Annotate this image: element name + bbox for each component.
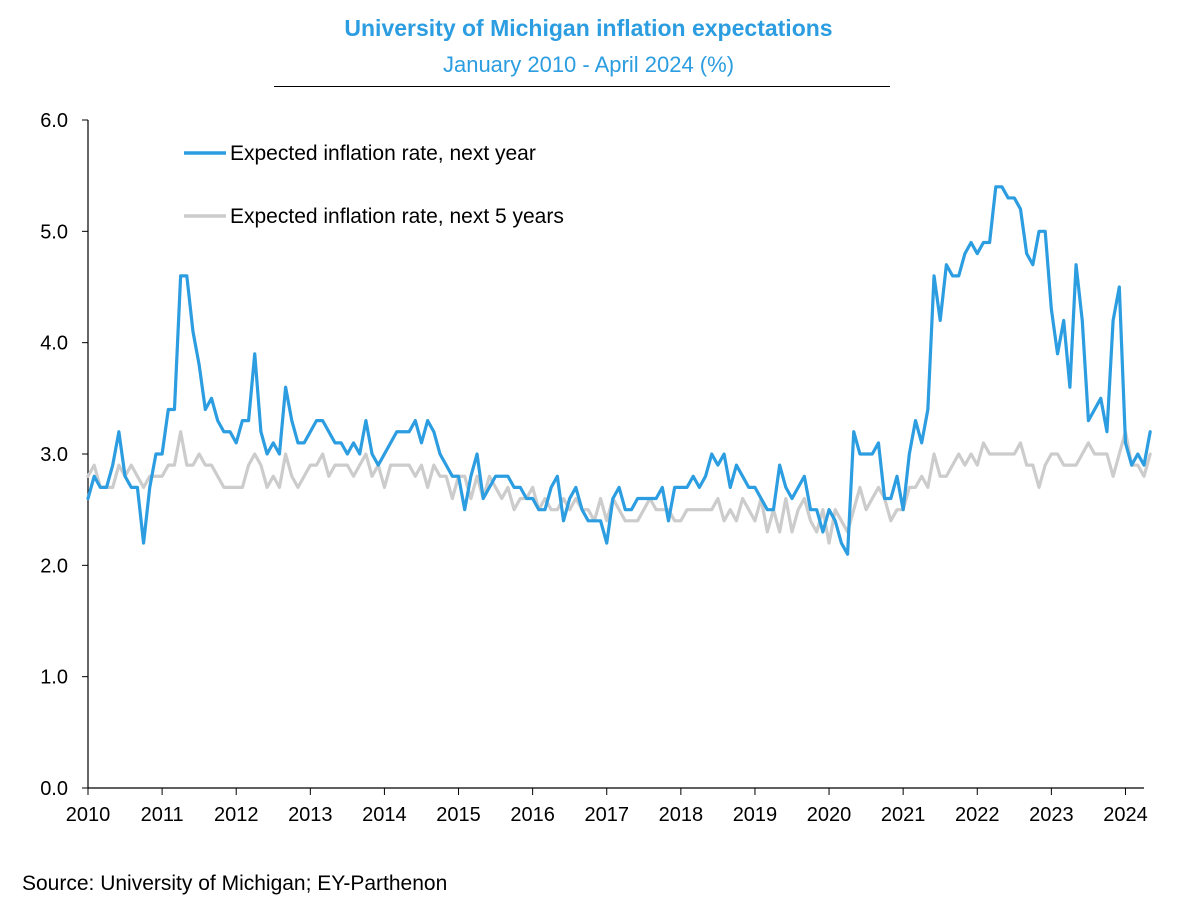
chart-title: University of Michigan inflation expecta…: [344, 15, 833, 41]
legend-label: Expected inflation rate, next 5 years: [230, 205, 564, 228]
series-layer: [86, 185, 1152, 556]
x-tick-label: 2014: [362, 804, 407, 826]
chart-axes: 0.0 1.0 2.0 3.0 4.0 5.0 6.0 2010 2011 2012 2013 201…: [40, 110, 1148, 826]
x-tick-label: 2017: [584, 804, 629, 826]
x-tick-label: 2024: [1103, 804, 1148, 826]
title-divider: [274, 86, 890, 87]
y-tick-label: 5.0: [40, 221, 68, 243]
y-tick-label: 2.0: [40, 555, 68, 577]
y-tick-label: 1.0: [40, 667, 68, 689]
legend-label: Expected inflation rate, next year: [230, 142, 536, 165]
y-tick-label: 3.0: [40, 444, 68, 466]
y-tick-label: 6.0: [40, 110, 68, 132]
series-line-next-5-years: [86, 430, 1152, 545]
chart-legend: Expected inflation rate, next year Expect…: [184, 142, 564, 228]
x-tick-label: 2010: [66, 804, 111, 826]
source-note: Source: University of Michigan; EY-Parth…: [22, 872, 448, 895]
y-tick-label: 0.0: [40, 778, 68, 800]
y-tick-label: 4.0: [40, 333, 68, 355]
x-tick-label: 2016: [510, 804, 555, 826]
x-tick-label: 2015: [436, 804, 481, 826]
x-tick-label: 2022: [955, 804, 1000, 826]
x-tick-label: 2018: [659, 804, 704, 826]
x-tick-label: 2021: [881, 804, 926, 826]
series-line-next-year: [86, 185, 1152, 556]
x-tick-label: 2023: [1029, 804, 1074, 826]
x-tick-label: 2013: [288, 804, 333, 826]
x-tick-label: 2019: [733, 804, 778, 826]
x-tick-label: 2012: [214, 804, 259, 826]
line-chart: 0.0 1.0 2.0 3.0 4.0 5.0 6.0 2010 2011 2012 2013 201…: [40, 110, 1152, 826]
x-tick-label: 2011: [141, 804, 184, 826]
x-tick-label: 2020: [807, 804, 852, 826]
chart-subtitle: January 2010 - April 2024 (%): [442, 52, 735, 77]
